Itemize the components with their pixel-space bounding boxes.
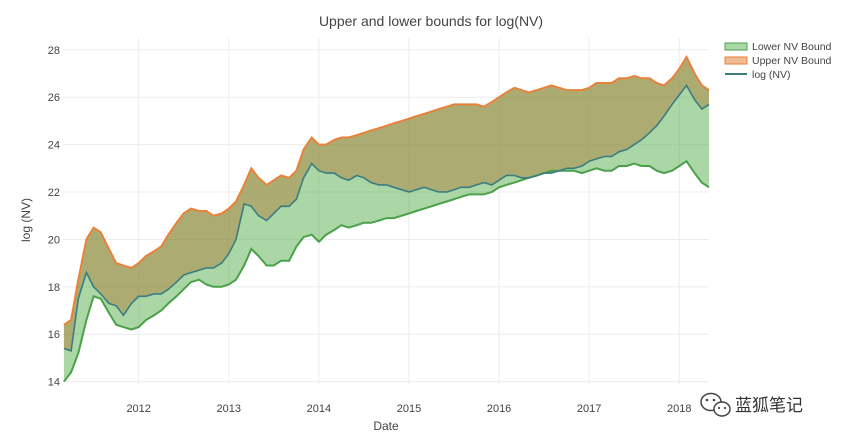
series-line-nv — [63, 83, 710, 352]
legend-label-lower: Lower NV Bound — [752, 41, 832, 53]
y-axis-title: log (NV) — [19, 198, 33, 242]
legend-swatch-lower — [724, 42, 748, 51]
x-tick-label: 2014 — [307, 403, 331, 415]
series-line-upper — [63, 54, 710, 326]
watermark: 蓝狐笔记 — [700, 392, 803, 417]
y-tick-label: 22 — [48, 187, 60, 199]
x-tick-label: 2015 — [397, 403, 421, 415]
legend-label-nv: log (NV) — [752, 69, 791, 81]
x-axis-title: Date — [373, 419, 399, 433]
legend[interactable]: Lower NV Bound Upper NV Bound log (NV) — [724, 41, 832, 81]
upper-band-area — [63, 57, 709, 351]
area-layer — [63, 57, 709, 382]
y-tick-label: 16 — [48, 329, 60, 341]
legend-item-lower[interactable]: Lower NV Bound — [724, 41, 832, 53]
x-tick-label: 2012 — [126, 403, 150, 415]
legend-item-upper[interactable]: Upper NV Bound — [724, 55, 832, 67]
y-tick-label: 20 — [48, 234, 60, 246]
legend-label-upper: Upper NV Bound — [752, 55, 832, 67]
x-tick-label: 2017 — [577, 403, 601, 415]
x-tick-label: 2018 — [667, 403, 691, 415]
y-tick-labels: 14 16 18 20 22 24 26 28 — [48, 45, 60, 389]
x-tick-label: 2016 — [487, 403, 511, 415]
y-tick-label: 24 — [48, 140, 60, 152]
wechat-icon — [700, 392, 731, 417]
chart-title: Upper and lower bounds for log(NV) — [319, 13, 543, 29]
y-tick-label: 18 — [48, 282, 60, 294]
y-tick-label: 14 — [48, 377, 60, 389]
x-tick-label: 2013 — [217, 403, 241, 415]
y-tick-label: 26 — [48, 92, 60, 104]
legend-item-nv[interactable]: log (NV) — [725, 69, 791, 81]
watermark-text: 蓝狐笔记 — [735, 396, 803, 416]
y-tick-label: 28 — [48, 45, 60, 57]
series-line-lower — [63, 159, 710, 383]
x-tick-labels: 2012 2013 2014 2015 2016 2017 2018 — [126, 403, 691, 415]
line-layer — [63, 54, 710, 383]
legend-swatch-upper — [724, 56, 748, 65]
